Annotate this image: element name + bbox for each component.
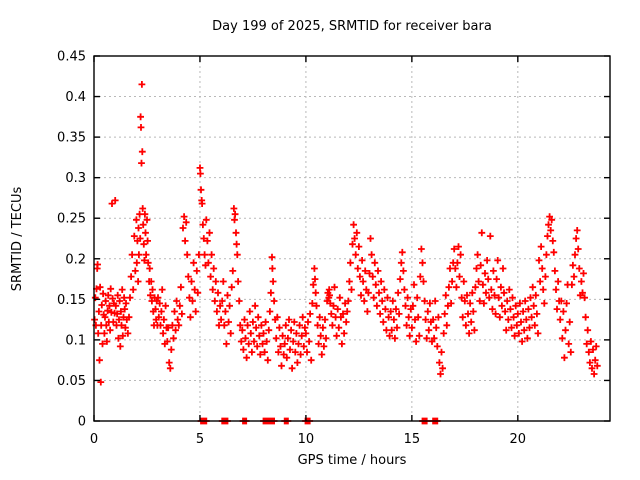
y-tick-label: 0.35 [57, 131, 86, 146]
data-points-layer [91, 81, 601, 425]
y-tick-label: 0.2 [65, 252, 86, 267]
scatter-points [91, 81, 601, 425]
x-tick-label: 0 [90, 432, 98, 447]
x-tick-label: 20 [510, 432, 527, 447]
y-tick-label: 0.45 [57, 50, 86, 65]
x-tick-label: 5 [196, 432, 204, 447]
y-tick-label: 0.3 [65, 171, 86, 186]
y-tick-label: 0.1 [65, 333, 86, 348]
y-tick-label: 0.25 [57, 212, 86, 227]
x-axis-label: GPS time / hours [298, 453, 407, 468]
x-tick-label: 10 [298, 432, 315, 447]
y-axis-label: SRMTID / TECUs [10, 187, 25, 292]
plot-border [93, 55, 611, 422]
y-tick-label: 0.05 [57, 374, 86, 389]
y-tick-label: 0.4 [65, 90, 86, 105]
y-tick-label: 0 [78, 415, 86, 430]
x-tick-label: 15 [404, 432, 421, 447]
tick-layer: 0 0.05 0.1 0.15 0.2 0.25 0.3 0.35 0.4 0.45 0 5 10 15 2… [57, 50, 610, 447]
chart-title: Day 199 of 2025, SRMTID for receiver bar… [212, 19, 492, 34]
y-tick-label: 0.15 [57, 293, 86, 308]
grid-layer [94, 56, 610, 421]
